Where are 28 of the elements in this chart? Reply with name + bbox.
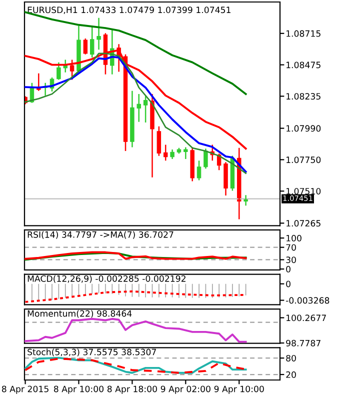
y-tick-label: 1.08235 <box>286 93 320 100</box>
y-tick-label: 1.07510 <box>286 188 321 194</box>
x-tick-label: 9 Apr 10:00 <box>214 386 264 394</box>
chart-title: MACD(12,26,9) -0.002285 -0.002192 <box>28 275 186 283</box>
chart-title: Momentum(22) 98.8464 <box>28 310 132 318</box>
y-tick-label: 1.08715 <box>286 30 320 37</box>
y-tick-label: 100.2677 <box>286 314 326 322</box>
chart-title: RSI(14) 34.7797 ->MA(7) 36.7027 <box>28 231 174 239</box>
y-tick-label: 20 <box>286 371 296 378</box>
x-tick-label: 9 Apr 02:00 <box>160 386 210 394</box>
y-tick-label: 0 <box>286 280 290 288</box>
x-tick-label: 8 Apr 2015 <box>2 386 48 394</box>
chart-title: EURUSD,H1 1.07433 1.07479 1.07399 1.07451 <box>28 6 230 14</box>
x-tick-label: 8 Apr 18:00 <box>107 386 157 394</box>
y-tick-label: 1.08475 <box>286 62 320 68</box>
y-tick-label: 1.07750 <box>286 156 321 164</box>
y-tick-label: 100 <box>286 234 302 242</box>
chart-title: Stoch(5,3,3) 37.5575 38.5307 <box>28 348 156 356</box>
y-tick-label: 1.07990 <box>286 125 321 132</box>
y-tick-label: 30 <box>286 256 296 264</box>
y-tick-label: 1.07265 <box>286 220 320 227</box>
y-tick-label: 70 <box>286 244 296 251</box>
x-tick-label: 8 Apr 10:00 <box>54 386 104 394</box>
y-tick-label: -0.003268 <box>286 297 330 304</box>
y-tick-label: 80 <box>286 354 296 362</box>
y-tick-label: 98.7787 <box>286 340 320 346</box>
y-tick-label: 0 <box>286 266 290 272</box>
line-series <box>24 318 247 343</box>
